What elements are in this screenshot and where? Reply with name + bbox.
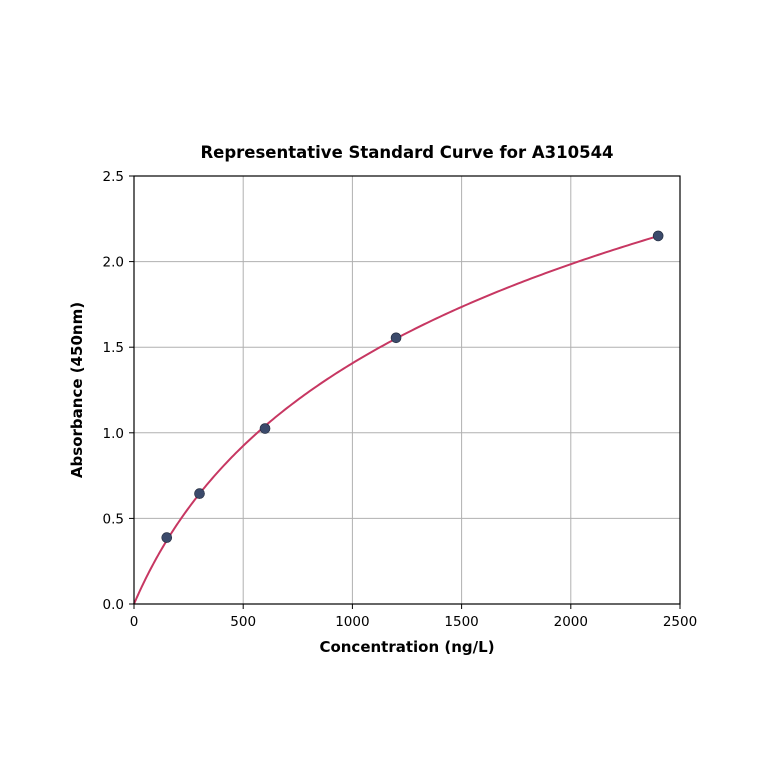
y-tick-label: 1.0 [103, 426, 124, 442]
y-tick-label: 2.5 [103, 169, 124, 185]
data-point [162, 533, 172, 543]
x-tick-label: 1000 [335, 614, 369, 630]
data-point [195, 489, 205, 499]
x-tick-label: 2000 [554, 614, 588, 630]
chart-title: Representative Standard Curve for A31054… [200, 143, 613, 162]
y-tick-label: 0.0 [103, 597, 124, 613]
chart-svg: 05001000150020002500 0.00.51.01.52.02.5 … [0, 0, 764, 764]
data-point [391, 333, 401, 343]
y-tick-label: 0.5 [103, 511, 124, 527]
x-tick-label: 500 [230, 614, 256, 630]
x-axis-label: Concentration (ng/L) [319, 638, 494, 656]
x-tick-label: 1500 [444, 614, 478, 630]
chart-container: 05001000150020002500 0.00.51.01.52.02.5 … [0, 0, 764, 764]
x-tick-label: 0 [130, 614, 139, 630]
y-tick-label: 2.0 [103, 255, 124, 271]
plot-bg [134, 176, 680, 604]
data-point [260, 424, 270, 434]
data-point [653, 231, 663, 241]
y-tick-label: 1.5 [103, 340, 124, 356]
y-axis-label: Absorbance (450nm) [68, 302, 86, 478]
x-tick-label: 2500 [663, 614, 697, 630]
